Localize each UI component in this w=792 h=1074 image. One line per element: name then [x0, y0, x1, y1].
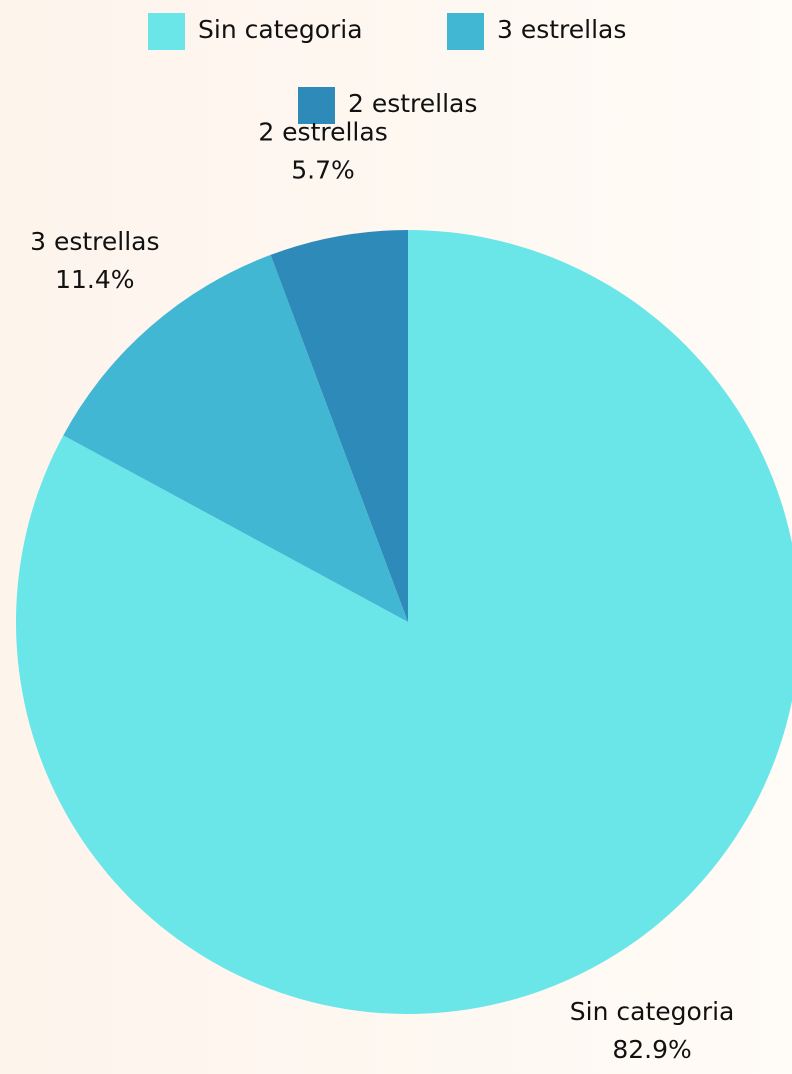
pie-slice	[63, 254, 408, 623]
legend-swatch	[298, 87, 335, 124]
pie-slice	[16, 230, 792, 1014]
legend-swatch	[447, 13, 484, 50]
legend-swatch	[148, 13, 185, 50]
slice-value: 11.4%	[55, 265, 134, 294]
legend-label: 2 estrellas	[348, 89, 477, 118]
legend-label: 3 estrellas	[497, 15, 626, 44]
slice-value: 82.9%	[612, 1035, 691, 1064]
slice-label: 3 estrellas	[30, 227, 159, 256]
slice-value: 5.7%	[291, 156, 355, 185]
pie-slice	[270, 230, 408, 622]
slice-label: Sin categoria	[570, 997, 735, 1026]
legend-label: Sin categoria	[198, 15, 363, 44]
slice-label: 2 estrellas	[258, 118, 387, 147]
